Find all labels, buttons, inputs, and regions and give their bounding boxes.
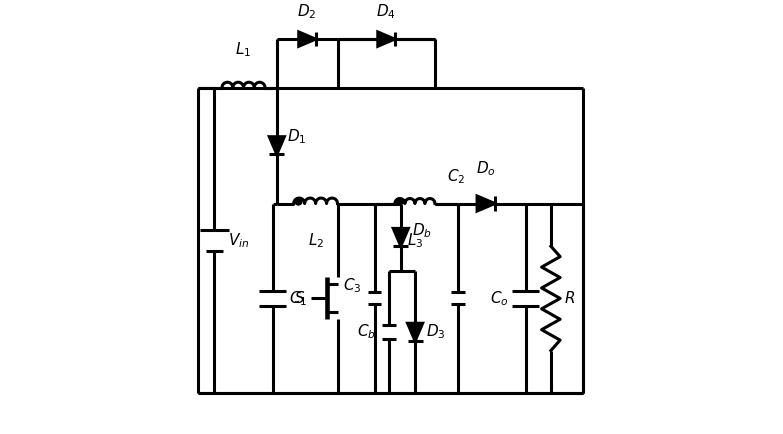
Text: $D_o$: $D_o$ bbox=[476, 160, 496, 178]
Polygon shape bbox=[408, 323, 423, 341]
Text: $R$: $R$ bbox=[565, 290, 576, 306]
Text: $C_o$: $C_o$ bbox=[490, 289, 509, 308]
Text: $C_3$: $C_3$ bbox=[344, 276, 362, 295]
Text: $S$: $S$ bbox=[294, 290, 305, 306]
Polygon shape bbox=[477, 196, 495, 211]
Text: $L_1$: $L_1$ bbox=[236, 40, 251, 59]
Polygon shape bbox=[378, 32, 395, 46]
Text: $V_{in}$: $V_{in}$ bbox=[228, 231, 249, 250]
Text: $D_1$: $D_1$ bbox=[287, 128, 306, 147]
Polygon shape bbox=[393, 228, 408, 246]
Polygon shape bbox=[299, 32, 316, 46]
Text: $L_3$: $L_3$ bbox=[406, 231, 423, 250]
Polygon shape bbox=[269, 137, 284, 155]
Text: $L_2$: $L_2$ bbox=[308, 231, 323, 250]
Text: $D_b$: $D_b$ bbox=[412, 222, 431, 240]
Text: $D_2$: $D_2$ bbox=[298, 3, 317, 21]
Text: $C_b$: $C_b$ bbox=[358, 323, 377, 342]
Text: $C_2$: $C_2$ bbox=[447, 167, 465, 186]
Text: $C_1$: $C_1$ bbox=[290, 289, 308, 308]
Text: $D_3$: $D_3$ bbox=[426, 323, 446, 342]
Text: $D_4$: $D_4$ bbox=[377, 3, 396, 21]
